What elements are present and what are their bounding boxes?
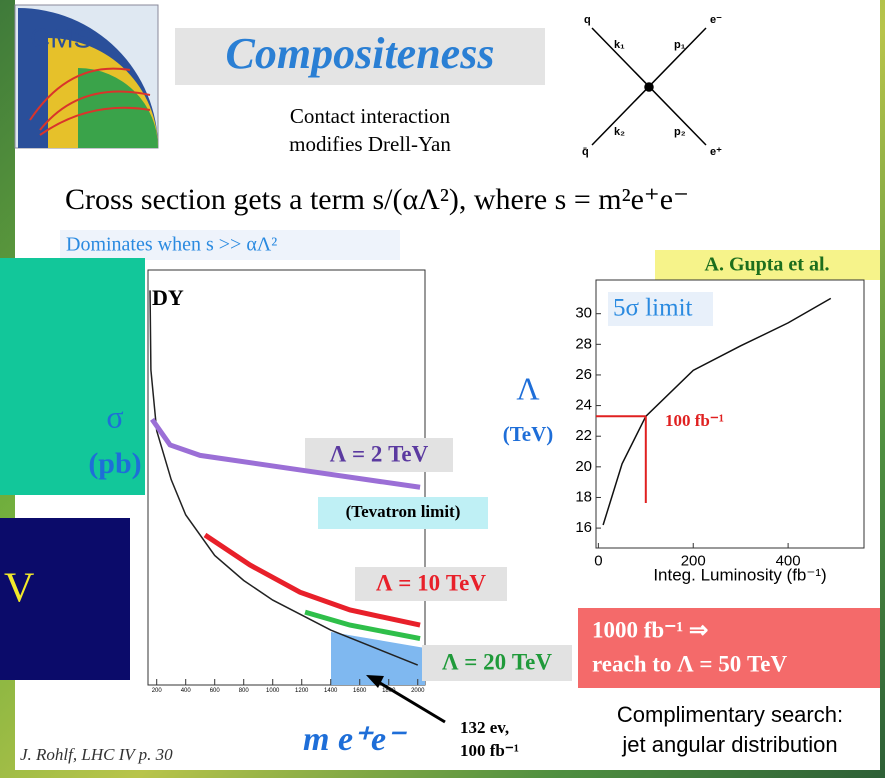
y-tick-label: 30 bbox=[575, 305, 592, 322]
x-axis-label: m e⁺e⁻ bbox=[303, 721, 407, 758]
reach-text: 1000 fb⁻¹ ⇒ bbox=[592, 617, 708, 642]
y-tick-label: 18 bbox=[575, 488, 592, 505]
x-tick-label: 200 bbox=[152, 688, 163, 694]
x-tick-label: 1800 bbox=[382, 688, 396, 694]
x-axis-label: Integ. Luminosity (fb⁻¹) bbox=[653, 565, 826, 584]
side-panel bbox=[0, 258, 145, 495]
diagram-label: q̄ bbox=[582, 146, 589, 158]
annotation: (Tevatron limit) bbox=[346, 502, 461, 521]
conclusion: jet angular distribution bbox=[621, 732, 837, 757]
annotation: Λ = 2 TeV bbox=[330, 441, 429, 466]
credit-box bbox=[655, 250, 880, 280]
statement: Cross section gets a term s/(αΛ²), where… bbox=[65, 183, 689, 216]
data-line bbox=[150, 417, 421, 490]
legend-box bbox=[608, 292, 713, 326]
x-tick-label: 200 bbox=[681, 552, 706, 569]
y-tick-label: 20 bbox=[575, 458, 592, 475]
diagram-label: q bbox=[584, 14, 591, 26]
annotation: 100 fb⁻¹ bbox=[665, 411, 724, 430]
x-tick-label: 600 bbox=[210, 688, 221, 694]
x-tick-label: 0 bbox=[594, 552, 602, 569]
title-box bbox=[175, 28, 545, 85]
credit: A. Gupta et al. bbox=[705, 254, 830, 276]
y-axis-unit: (TeV) bbox=[503, 422, 554, 446]
x-tick-label: 400 bbox=[181, 688, 192, 694]
logo-text: CMS bbox=[30, 22, 92, 53]
footer: J. Rohlf, LHC IV p. 30 bbox=[20, 745, 173, 764]
data-line bbox=[149, 290, 419, 666]
subtitle: Contact interaction bbox=[290, 104, 451, 128]
diagram-label: p₂ bbox=[674, 126, 686, 138]
arrow-head bbox=[366, 675, 384, 688]
x-tick-label: 400 bbox=[776, 552, 801, 569]
data-line bbox=[602, 297, 832, 526]
legend: 5σ limit bbox=[613, 295, 693, 322]
label-box bbox=[318, 497, 488, 529]
diagram-label: p₁ bbox=[674, 39, 686, 51]
diagram-label: e⁻ bbox=[710, 14, 722, 26]
y-axis-unit: (pb) bbox=[88, 447, 141, 480]
label-box bbox=[355, 567, 507, 601]
diagram-label: e⁺ bbox=[710, 146, 722, 158]
annotation: Λ = 20 TeV bbox=[442, 649, 552, 674]
y-tick-label: 22 bbox=[575, 427, 592, 444]
data-line bbox=[304, 609, 421, 641]
reach-box bbox=[578, 608, 880, 688]
feynman-diagram bbox=[591, 27, 707, 146]
x-tick-label: 1000 bbox=[266, 688, 280, 694]
conclusion: Complimentary search: bbox=[617, 702, 843, 727]
note-box bbox=[60, 230, 400, 260]
x-tick-label: 2000 bbox=[411, 688, 425, 694]
x-tick-label: 1400 bbox=[324, 688, 338, 694]
logo-tracks bbox=[29, 67, 151, 136]
annotation: Λ = 10 TeV bbox=[376, 570, 486, 595]
vertex bbox=[644, 82, 654, 92]
panel-fragment: V bbox=[4, 566, 34, 612]
x-tick-label: 800 bbox=[239, 688, 250, 694]
label-box bbox=[422, 645, 572, 681]
diagram-label: k₂ bbox=[614, 126, 625, 138]
y-axis-label: Λ bbox=[516, 370, 539, 406]
title: Compositeness bbox=[226, 29, 495, 78]
x-tick-label: 1600 bbox=[353, 688, 367, 694]
x-tick-label: 1200 bbox=[295, 688, 309, 694]
annotation: 100 fb⁻¹ bbox=[460, 741, 519, 760]
plot-frame bbox=[147, 269, 426, 686]
annotation: DY bbox=[152, 285, 184, 310]
y-tick-label: 16 bbox=[575, 519, 592, 536]
label-box bbox=[305, 438, 453, 472]
subtitle: modifies Drell-Yan bbox=[289, 132, 451, 156]
signal-region bbox=[331, 632, 425, 685]
reach-text: reach to Λ = 50 TeV bbox=[592, 651, 787, 676]
side-panel bbox=[0, 518, 130, 680]
y-tick-label: 28 bbox=[575, 335, 592, 352]
diagram-label: k₁ bbox=[614, 39, 625, 51]
data-line bbox=[203, 532, 421, 628]
note: Dominates when s >> αΛ² bbox=[66, 234, 277, 256]
y-axis-label: σ bbox=[106, 398, 123, 434]
y-tick-label: 26 bbox=[575, 366, 592, 383]
y-tick-label: 24 bbox=[575, 397, 592, 414]
annotation: 132 ev, bbox=[460, 718, 509, 737]
cms-logo: CMS bbox=[14, 4, 159, 149]
arrow bbox=[374, 678, 446, 724]
